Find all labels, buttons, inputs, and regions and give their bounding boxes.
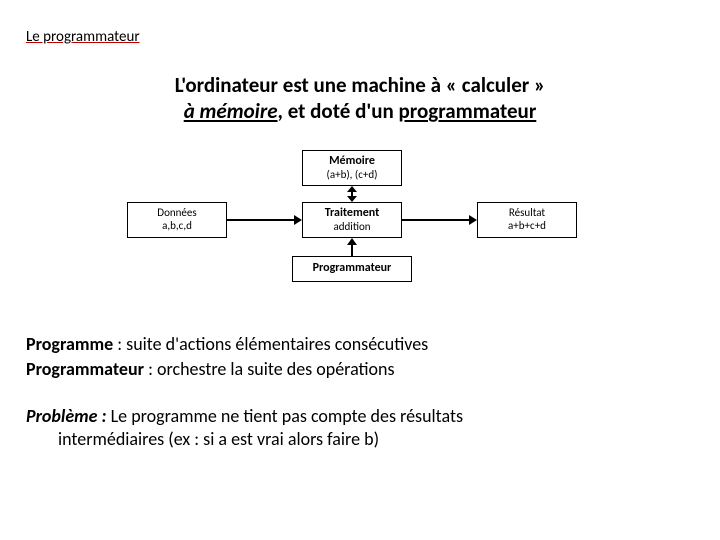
node-donnees-sub: a,b,c,d bbox=[162, 220, 192, 233]
node-traitement: Traitement addition bbox=[302, 202, 402, 238]
node-traitement-sub: addition bbox=[333, 221, 370, 234]
subtitle-mid: , et doté d'un bbox=[278, 98, 399, 124]
programmateur-definition: Programmateur : orchestre la suite des o… bbox=[26, 358, 686, 381]
node-donnees: Données a,b,c,d bbox=[127, 202, 227, 238]
flowchart-diagram: Mémoire (a+b), (c+d) Données a,b,c,d Tra… bbox=[112, 150, 612, 300]
probleme-text-1: Le programme ne tient pas compte des rés… bbox=[107, 405, 463, 427]
arrow-head-down-icon bbox=[347, 196, 357, 202]
programmateur-text: : orchestre la suite des opérations bbox=[144, 358, 395, 380]
node-resultat-sub: a+b+c+d bbox=[508, 220, 546, 233]
node-memoire: Mémoire (a+b), (c+d) bbox=[302, 150, 402, 186]
node-memoire-sub: (a+b), (c+d) bbox=[326, 169, 377, 182]
subtitle-line-2: à mémoire, et doté d'un programmateur bbox=[0, 98, 720, 124]
programmateur-label: Programmateur bbox=[26, 358, 144, 380]
probleme-line-1: Problème : Le programme ne tient pas com… bbox=[26, 405, 686, 428]
programme-definition: Programme : suite d'actions élémentaires… bbox=[26, 333, 686, 356]
node-programmateur: Programmateur bbox=[292, 256, 412, 282]
arrow-head-up-icon bbox=[347, 238, 357, 245]
probleme-label: Problème : bbox=[26, 405, 107, 427]
edge-traitement-resultat bbox=[402, 219, 469, 221]
node-resultat: Résultat a+b+c+d bbox=[477, 202, 577, 238]
subtitle-emph-1: à mémoire bbox=[184, 98, 278, 124]
node-programmateur-title: Programmateur bbox=[313, 262, 392, 276]
node-memoire-title: Mémoire bbox=[329, 155, 375, 169]
edge-donnees-traitement bbox=[227, 219, 294, 221]
subtitle-emph-2: programmateur bbox=[399, 98, 537, 124]
slide-title: Le programmateur bbox=[26, 28, 140, 46]
node-traitement-title: Traitement bbox=[325, 207, 380, 221]
probleme-line-2: intermédiaires (ex : si a est vrai alors… bbox=[26, 428, 686, 451]
subtitle-line-1: L'ordinateur est une machine à « calcule… bbox=[0, 72, 720, 98]
arrow-head-right-icon bbox=[469, 215, 477, 225]
subtitle: L'ordinateur est une machine à « calcule… bbox=[0, 72, 720, 125]
arrow-head-up-icon bbox=[347, 186, 357, 192]
arrow-head-right-icon bbox=[294, 215, 302, 225]
programme-label: Programme bbox=[26, 333, 113, 355]
probleme-block: Problème : Le programme ne tient pas com… bbox=[26, 405, 686, 452]
programme-text: : suite d'actions élémentaires consécuti… bbox=[113, 333, 428, 355]
